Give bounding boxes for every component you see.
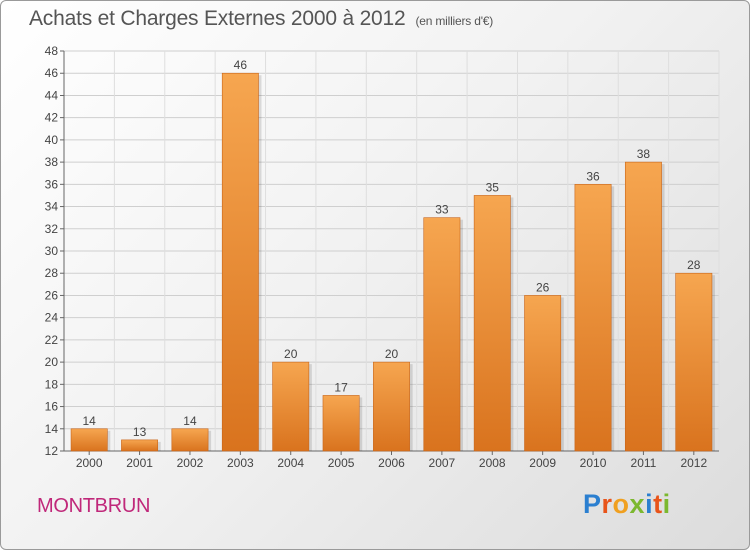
bar-value-label: 38: [637, 147, 651, 161]
bar: [272, 361, 310, 452]
y-tick-label: 28: [45, 266, 59, 280]
x-tick-label: 2002: [177, 456, 204, 470]
x-tick-label: 2010: [580, 456, 607, 470]
bar-value-label: 46: [234, 58, 248, 72]
bar-value-label: 33: [435, 203, 449, 217]
y-tick-label: 42: [45, 111, 59, 125]
bar-value-label: 13: [133, 425, 147, 439]
x-tick-label: 2001: [126, 456, 153, 470]
logo-letter: r: [601, 489, 613, 519]
proxiti-logo[interactable]: Proxiti: [583, 489, 671, 520]
bar: [423, 217, 461, 452]
logo-letter: i: [645, 489, 654, 519]
y-tick-label: 40: [45, 133, 59, 147]
y-tick-label: 16: [45, 400, 59, 414]
y-tick-label: 12: [45, 444, 59, 458]
bars: [70, 72, 715, 452]
x-tick-label: 2000: [76, 456, 103, 470]
bar: [524, 295, 562, 452]
x-tick-label: 2007: [429, 456, 456, 470]
x-tick-label: 2009: [529, 456, 556, 470]
x-tick-label: 2005: [328, 456, 355, 470]
bar: [171, 428, 209, 452]
chart-title: Achats et Charges Externes 2000 à 2012: [29, 7, 406, 30]
y-tick-label: 30: [45, 244, 59, 258]
bar: [675, 272, 713, 452]
chart-subtitle: (en milliers d'€): [415, 14, 494, 28]
bar: [574, 184, 612, 452]
logo-letter: x: [629, 489, 646, 519]
y-tick-label: 34: [45, 200, 59, 214]
y-tick-label: 32: [45, 222, 59, 236]
bar: [624, 161, 662, 452]
x-tick-label: 2006: [378, 456, 405, 470]
bar-value-label: 20: [284, 347, 298, 361]
y-tick-label: 36: [45, 177, 59, 191]
bar-value-label: 14: [183, 414, 197, 428]
bar-value-label: 26: [536, 280, 550, 294]
labels: 12 14 16 18 20 22 24 26 28 30 32 34 36 38 40 42 44 46 48 14…: [45, 44, 708, 470]
x-tick-label: 2004: [277, 456, 304, 470]
y-tick-label: 14: [45, 422, 59, 436]
logo-letter: i: [662, 489, 671, 519]
y-tick-label: 22: [45, 333, 59, 347]
y-tick-label: 18: [45, 377, 59, 391]
y-tick-label: 24: [45, 311, 59, 325]
bar: [70, 428, 108, 452]
logo-letter: t: [653, 489, 663, 519]
y-tick-label: 48: [45, 44, 59, 58]
chart-title-block: Achats et Charges Externes 2000 à 2012 (e…: [29, 7, 493, 31]
y-tick-label: 46: [45, 66, 59, 80]
bar: [373, 361, 410, 452]
y-tick-label: 26: [45, 288, 59, 302]
bar-value-label: 20: [385, 347, 399, 361]
logo-letter: P: [583, 489, 602, 519]
bar-value-label: 36: [586, 169, 600, 183]
bar-value-label: 17: [334, 380, 348, 394]
y-tick-label: 20: [45, 355, 59, 369]
x-tick-label: 2012: [680, 456, 707, 470]
bar-value-label: 35: [486, 180, 500, 194]
x-tick-label: 2003: [227, 456, 254, 470]
bar: [473, 195, 511, 452]
bar: [221, 72, 259, 452]
y-tick-label: 38: [45, 155, 59, 169]
commune-name: MONTBRUN: [37, 495, 151, 517]
bar: [322, 395, 360, 452]
logo-letter: o: [612, 489, 630, 519]
bar-value-label: 28: [687, 258, 701, 272]
y-tick-label: 44: [45, 88, 59, 102]
bar: [121, 439, 159, 452]
x-tick-label: 2011: [631, 456, 657, 470]
bar-value-label: 14: [83, 414, 97, 428]
x-tick-label: 2008: [479, 456, 506, 470]
